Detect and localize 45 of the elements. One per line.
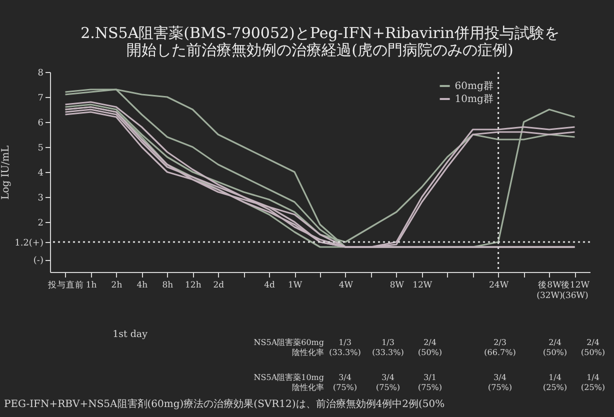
x-tick-label: 12h (184, 280, 202, 290)
text: 1/3 (33.3%) (329, 338, 361, 357)
text: 2/4 (50%) (580, 338, 606, 357)
text: 2/4 (50%) (542, 338, 568, 357)
x-tick-label: 2h (111, 280, 123, 290)
x-tick-label: 24W (489, 280, 509, 290)
text: 2/4 (50%) (418, 338, 442, 357)
x-tick-label: 8h (162, 280, 174, 290)
text: PEG-IFN+RBV+NS5A阻害剤(60mg)療法の治療効果(SVR12)は、前治療無効例4例中2例(50% (4, 398, 445, 410)
legend-label: 60mg群 (454, 80, 494, 92)
y-tick-label: 1.2(+) (14, 238, 44, 248)
y-tick-label: 7 (38, 94, 44, 104)
y-tick-label: 3 (38, 194, 44, 204)
y-tick-label: 8 (38, 68, 44, 78)
y-tick-label: (-) (33, 256, 44, 266)
text: 3/4 (75%) (332, 373, 358, 392)
text: NS5A阻害薬10mg 陰性化率 (254, 373, 324, 392)
legend-label: 10mg群 (454, 93, 494, 105)
y-tick-label: 5 (38, 144, 44, 154)
x-tick-label: 8W (390, 280, 404, 290)
text: 3/4 (75%) (376, 373, 400, 392)
x-tick-label: 2d (213, 280, 225, 290)
y-tick-label: 2 (38, 218, 44, 228)
x-tick-label: 4h (136, 280, 148, 290)
text: 2.NS5A阻害薬(BMS-790052)とPeg-IFN+Ribavirin併用投与試験を (80, 24, 560, 42)
y-axis-title: Log IU/mL (0, 145, 12, 200)
x-tick-label: 4d (264, 280, 276, 290)
y-tick-label: 6 (38, 118, 44, 128)
x-tick-label: 後12W (36W) (560, 280, 590, 301)
text: 3/1 (75%) (418, 373, 442, 392)
text: 1/4 (25%) (542, 373, 568, 392)
text: 開始した前治療無効例の治療経過(虎の門病院のみの症例) (126, 41, 514, 59)
x-tick-label: 1h (86, 280, 98, 290)
y-tick-label: 4 (38, 168, 44, 178)
text: 2/3 (66.7%) (484, 338, 516, 357)
text: 1/3 (33.3%) (372, 338, 404, 357)
text: 1st day (112, 329, 148, 340)
x-tick-label: 1W (288, 280, 302, 290)
x-tick-label: 4W (338, 280, 354, 290)
text: NS5A阻害薬60mg 陰性化率 (254, 338, 324, 357)
text: 3/4 (75%) (488, 373, 512, 392)
text: 1/4 (25%) (580, 373, 606, 392)
x-tick-label: 後8W (32W) (536, 280, 563, 301)
x-tick-label: 12W (412, 280, 432, 290)
x-tick-label: 投与直前 (46, 280, 84, 290)
